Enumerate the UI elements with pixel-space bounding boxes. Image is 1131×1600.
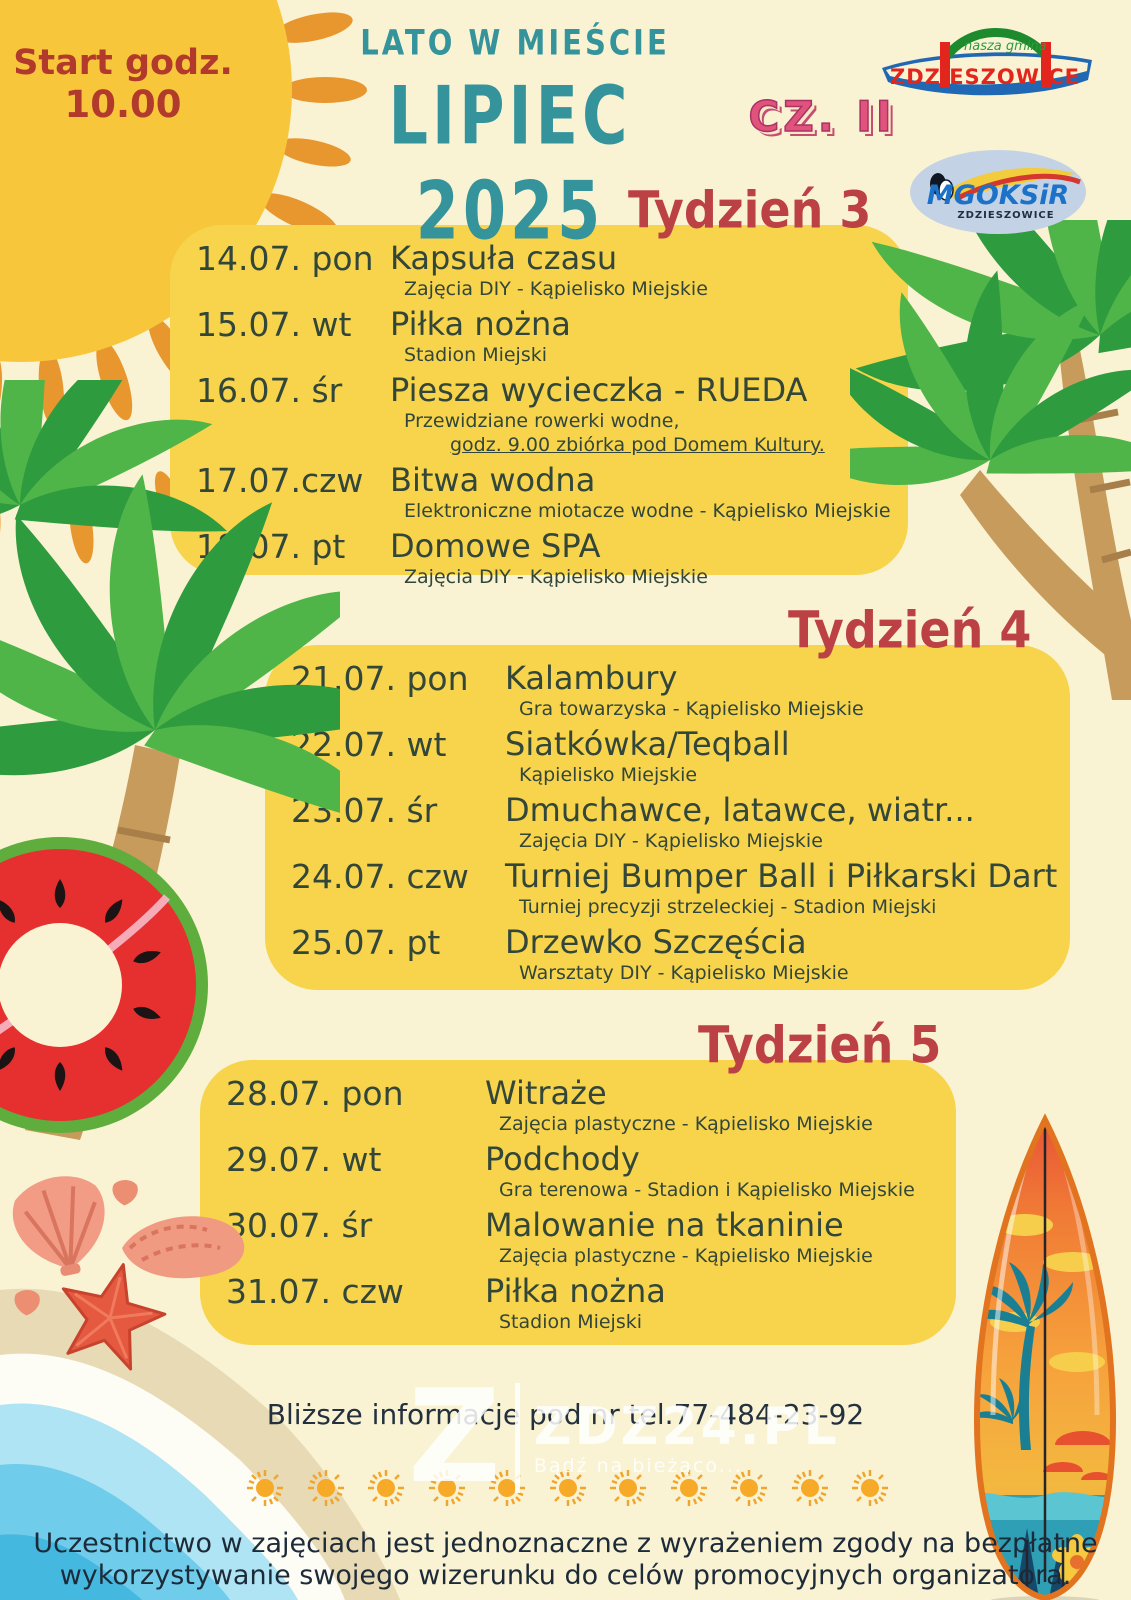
event-row: 14.07. pon Kapsuła czasu Zajęcia DIY - K…	[170, 239, 908, 301]
event-detail: Zajęcia plastyczne - Kąpielisko Miejskie	[499, 1245, 873, 1267]
event-date: 31.07. czw	[226, 1272, 404, 1311]
event-row: 28.07. pon Witraże Zajęcia plastyczne - …	[200, 1074, 956, 1136]
event-date: 14.07. pon	[196, 239, 374, 278]
event-detail: Przewidziane rowerki wodne,	[404, 410, 680, 432]
event-detail: Zajęcia DIY - Kąpielisko Miejskie	[404, 278, 708, 300]
event-detail: Elektroniczne miotacze wodne - Kąpielisk…	[404, 500, 891, 522]
event-title: Kapsuła czasu	[390, 239, 618, 277]
event-row: 17.07.czw Bitwa wodna Elektroniczne miot…	[170, 461, 908, 523]
event-detail: Stadion Miejski	[404, 344, 548, 366]
event-title: Witraże	[485, 1074, 607, 1112]
event-detail: Zajęcia DIY - Kąpielisko Miejskie	[519, 830, 823, 852]
event-detail: Stadion Miejski	[499, 1311, 643, 1333]
moksir-logo-name: MGOKSiR	[927, 180, 1069, 211]
event-title: Turniej Bumper Ball i Piłkarski Dart	[505, 857, 1058, 895]
poster-supertitle: LATO W MIEŚCIE	[360, 22, 670, 63]
event-date: 15.07. wt	[196, 305, 352, 344]
surfboard	[973, 1113, 1117, 1600]
event-row: 31.07. czw Piłka nożna Stadion Miejski	[200, 1272, 956, 1334]
event-row: 22.07. wt Siatkówka/Teqball Kąpielisko M…	[265, 725, 1070, 787]
event-row: 29.07. wt Podchody Gra terenowa - Stadio…	[200, 1140, 956, 1202]
event-row: 23.07. śr Dmuchawce, latawce, wiatr... Z…	[265, 791, 1070, 853]
week5-header: Tydzień 5	[698, 1015, 942, 1075]
event-row: 15.07. wt Piłka nożna Stadion Miejski	[170, 305, 908, 367]
start-time-badge: Start godz. 10.00	[8, 42, 238, 126]
event-date: 25.07. pt	[291, 923, 441, 962]
gmina-zdzieszowice-logo: ZDZ ESZOW CE nasza gmina	[878, 16, 1096, 118]
disclaimer-line1: Uczestnictwo w zajęciach jest jednoznacz…	[33, 1528, 1098, 1559]
sun-icon	[245, 1468, 285, 1508]
contact-info: Bliższe informacje pod nr tel.77-484-23-…	[266, 1398, 865, 1431]
event-title: Siatkówka/Teqball	[505, 725, 790, 763]
event-date: 16.07. śr	[196, 371, 343, 410]
event-detail-underlined: godz. 9.00 zbiórka pod Domem Kultury.	[450, 434, 825, 456]
sun-icon	[306, 1468, 345, 1508]
event-title: Drzewko Szczęścia	[505, 923, 807, 961]
sun-icon	[366, 1468, 406, 1508]
disclaimer-line2: wykorzystywanie swojego wizerunku do cel…	[59, 1560, 1072, 1591]
event-date: 29.07. wt	[226, 1140, 382, 1179]
week3-card: 14.07. pon Kapsuła czasu Zajęcia DIY - K…	[170, 225, 908, 588]
event-detail: Zajęcia plastyczne - Kąpielisko Miejskie	[499, 1113, 873, 1135]
event-detail: Gra terenowa - Stadion i Kąpielisko Miej…	[499, 1179, 915, 1201]
event-date: 24.07. czw	[291, 857, 469, 896]
event-title: Bitwa wodna	[390, 461, 596, 499]
gmina-logo-tagline: nasza gmina	[964, 39, 1047, 54]
event-title: Piesza wycieczka - RUEDA	[390, 371, 808, 409]
event-title: Piłka nożna	[390, 305, 571, 343]
event-row: 30.07. śr Malowanie na tkaninie Zajęcia …	[200, 1206, 956, 1268]
event-title: Podchody	[485, 1140, 640, 1178]
event-row: 25.07. pt Drzewko Szczęścia Warsztaty DI…	[265, 923, 1070, 985]
event-title: Piłka nożna	[485, 1272, 666, 1310]
moksir-logo-sub: ZDZIESZOWICE	[957, 210, 1054, 221]
event-title: Malowanie na tkaninie	[485, 1206, 844, 1244]
watermark-tagline: Bądź na bieżąco...	[533, 1455, 743, 1477]
event-detail: Kąpielisko Miejskie	[519, 764, 698, 786]
event-detail: Gra towarzyska - Kąpielisko Miejskie	[519, 698, 864, 720]
watermelon-ring	[0, 837, 208, 1133]
event-date: 28.07. pon	[226, 1074, 404, 1113]
event-date: 30.07. śr	[226, 1206, 373, 1245]
event-detail: Warsztaty DIY - Kąpielisko Miejskie	[519, 962, 849, 984]
week5-card: 28.07. pon Witraże Zajęcia plastyczne - …	[200, 1060, 956, 1345]
week3-header: Tydzień 3	[628, 180, 872, 240]
event-title: Domowe SPA	[390, 527, 601, 565]
shells-and-starfish	[12, 1176, 245, 1371]
palm-trees-right	[850, 220, 1131, 700]
week4-header: Tydzień 4	[788, 600, 1032, 660]
part-label: CZ. II	[748, 91, 896, 142]
moksir-logo: MGOKSiR ZDZIESZOWICE	[908, 148, 1088, 240]
start-time-line2: 10.00	[64, 83, 182, 126]
event-title: Dmuchawce, latawce, wiatr...	[505, 791, 975, 829]
watermark-z-logo: Z	[408, 1363, 501, 1512]
start-time-line1: Start godz.	[13, 43, 233, 83]
zdz24-watermark: Z ZDZ24.PL Bądź na bieżąco...	[408, 1363, 840, 1512]
sun-icon	[850, 1468, 890, 1508]
event-detail: Zajęcia DIY - Kąpielisko Miejskie	[404, 566, 708, 588]
event-detail: Turniej precyzji strzeleckiej - Stadion …	[519, 896, 937, 918]
event-date: 17.07.czw	[196, 461, 364, 500]
beach-waves	[0, 1288, 400, 1600]
watermark-divider	[514, 1383, 520, 1493]
event-row: 16.07. śr Piesza wycieczka - RUEDA Przew…	[170, 371, 908, 457]
poster-title: LIPIEC 2025	[388, 68, 632, 258]
watermark-site-name: ZDZ24.PL	[533, 1397, 840, 1457]
gmina-logo-name: ZDZ ESZOW CE	[890, 65, 1080, 89]
event-title: Kalambury	[505, 659, 678, 697]
event-row: 24.07. czw Turniej Bumper Ball i Piłkars…	[265, 857, 1070, 919]
event-row: 21.07. pon Kalambury Gra towarzyska - Ką…	[265, 659, 1070, 721]
week4-card: 21.07. pon Kalambury Gra towarzyska - Ką…	[265, 645, 1070, 990]
